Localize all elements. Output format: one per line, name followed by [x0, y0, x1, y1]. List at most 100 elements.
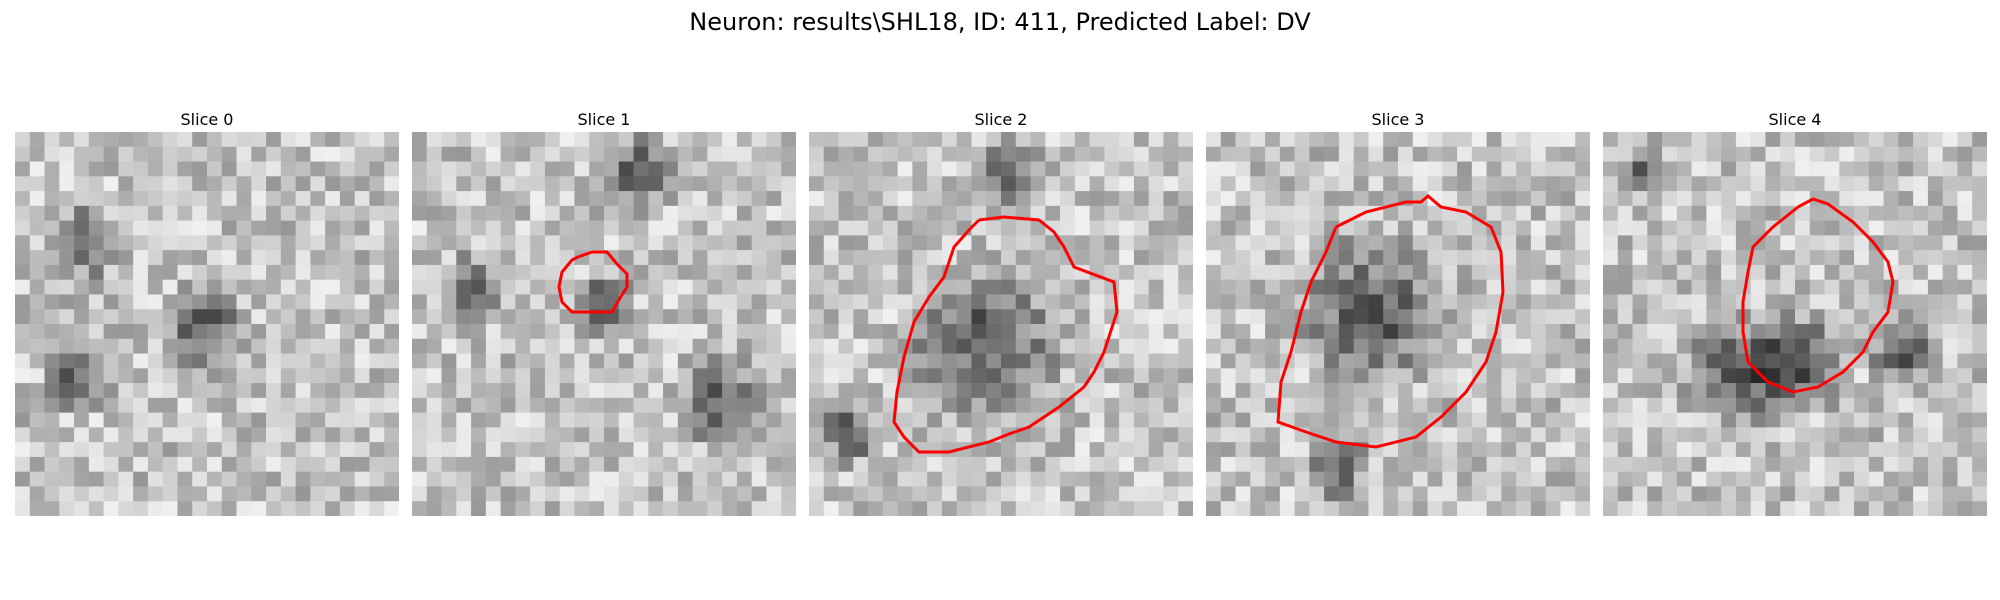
pixel-cell: [426, 456, 442, 472]
pixel-cell: [823, 161, 839, 177]
pixel-cell: [1617, 279, 1633, 295]
pixel-cell: [74, 235, 90, 251]
pixel-cell: [1972, 205, 1987, 221]
pixel-cell: [722, 294, 738, 310]
pixel-cell: [781, 264, 796, 280]
pixel-cell: [1868, 294, 1884, 310]
pixel-cell: [103, 176, 119, 192]
pixel-cell: [29, 176, 45, 192]
pixel-cell: [44, 235, 60, 251]
pixel-cell: [88, 486, 104, 502]
pixel-cell: [339, 161, 355, 177]
pixel-cell: [971, 353, 987, 369]
pixel-cell: [559, 368, 575, 384]
pixel-cell: [544, 205, 560, 221]
pixel-cell: [1913, 383, 1929, 399]
pixel-cell: [147, 279, 163, 295]
pixel-cell: [295, 397, 311, 413]
pixel-cell: [1765, 471, 1781, 487]
pixel-cell: [1545, 383, 1561, 399]
pixel-cell: [692, 383, 708, 399]
pixel-cell: [692, 471, 708, 487]
pixel-cell: [1795, 205, 1811, 221]
pixel-cell: [1942, 383, 1958, 399]
pixel-cell: [1839, 368, 1855, 384]
pixel-cell: [927, 191, 943, 207]
pixel-cell: [354, 368, 370, 384]
pixel-cell: [1119, 397, 1135, 413]
pixel-cell: [1617, 264, 1633, 280]
pixel-cell: [266, 250, 282, 266]
pixel-cell: [1780, 353, 1796, 369]
pixel-cell: [838, 294, 854, 310]
pixel-cell: [1163, 471, 1179, 487]
pixel-cell: [986, 412, 1002, 428]
pixel-cell: [1735, 161, 1751, 177]
pixel-cell: [1795, 146, 1811, 162]
pixel-cell: [1691, 471, 1707, 487]
pixel-cell: [1617, 338, 1633, 354]
pixel-cell: [1617, 220, 1633, 236]
pixel-cell: [192, 205, 208, 221]
pixel-cell: [1735, 220, 1751, 236]
pixel-cell: [44, 309, 60, 325]
pixel-cell: [295, 132, 311, 148]
pixel-cell: [1178, 338, 1193, 354]
pixel-cell: [133, 309, 149, 325]
pixel-cell: [1854, 235, 1870, 251]
pixel-cell: [707, 456, 723, 472]
pixel-cell: [1074, 486, 1090, 502]
pixel-cell: [1133, 250, 1149, 266]
pixel-cell: [530, 427, 546, 443]
pixel-cell: [515, 368, 531, 384]
pixel-cell: [456, 220, 472, 236]
pixel-cell: [384, 264, 399, 280]
pixel-cell: [1501, 176, 1517, 192]
pixel-cell: [1942, 309, 1958, 325]
pixel-cell: [1412, 205, 1428, 221]
pixel-cell: [1178, 132, 1193, 148]
pixel-cell: [1163, 176, 1179, 192]
pixel-cell: [1163, 383, 1179, 399]
pixel-cell: [971, 486, 987, 502]
pixel-cell: [1104, 368, 1120, 384]
pixel-cell: [1471, 471, 1487, 487]
pixel-cell: [722, 383, 738, 399]
pixel-cell: [426, 412, 442, 428]
pixel-cell: [266, 456, 282, 472]
pixel-cell: [354, 456, 370, 472]
pixel-cell: [1119, 486, 1135, 502]
pixel-cell: [823, 176, 839, 192]
pixel-cell: [1148, 397, 1164, 413]
pixel-cell: [1780, 294, 1796, 310]
pixel-cell: [1398, 205, 1414, 221]
pixel-cell: [471, 427, 487, 443]
pixel-cell: [1133, 353, 1149, 369]
pixel-cell: [1662, 338, 1678, 354]
pixel-cell: [1647, 132, 1663, 148]
pixel-cell: [986, 235, 1002, 251]
pixel-cell: [618, 132, 634, 148]
pixel-cell: [677, 442, 693, 458]
pixel-cell: [1265, 338, 1281, 354]
pixel-cell: [1750, 132, 1766, 148]
pixel-cell: [59, 146, 75, 162]
pixel-cell: [133, 501, 149, 516]
pixel-cell: [295, 324, 311, 340]
pixel-cell: [1015, 235, 1031, 251]
pixel-cell: [515, 442, 531, 458]
pixel-cell: [1368, 471, 1384, 487]
pixel-cell: [1603, 501, 1619, 516]
pixel-cell: [1927, 309, 1943, 325]
pixel-cell: [633, 132, 649, 148]
pixel-cell: [927, 309, 943, 325]
pixel-cell: [162, 205, 178, 221]
pixel-cell: [1676, 205, 1692, 221]
pixel-cell: [1927, 353, 1943, 369]
pixel-cell: [1338, 486, 1354, 502]
pixel-cell: [1235, 486, 1251, 502]
pixel-cell: [280, 309, 296, 325]
pixel-cell: [456, 486, 472, 502]
pixel-cell: [15, 205, 31, 221]
slice-title: Slice 1: [577, 110, 631, 129]
